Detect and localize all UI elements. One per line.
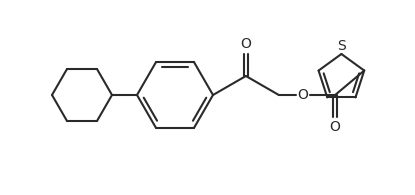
- Text: O: O: [240, 37, 251, 51]
- Text: S: S: [337, 39, 346, 53]
- Text: O: O: [330, 120, 341, 134]
- Text: O: O: [298, 88, 308, 102]
